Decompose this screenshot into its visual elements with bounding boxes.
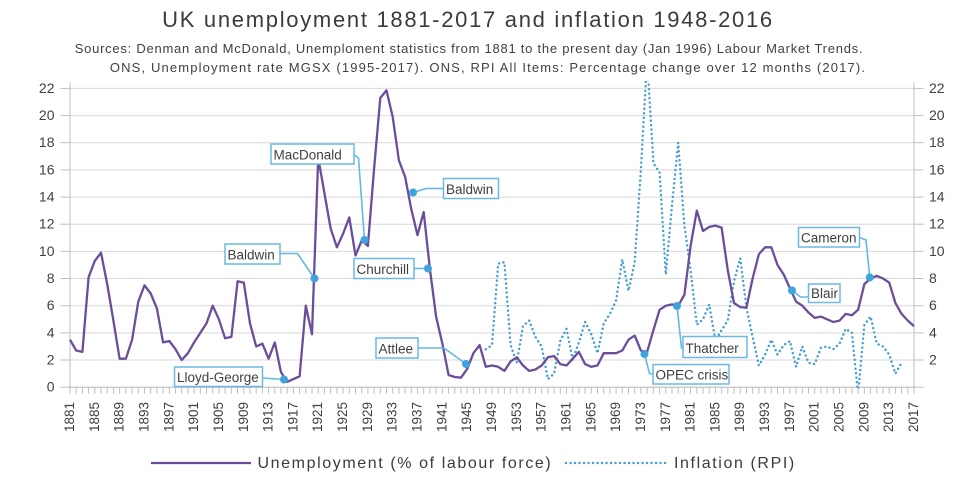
- svg-text:1957: 1957: [534, 402, 549, 432]
- svg-text:MacDonald: MacDonald: [274, 148, 342, 163]
- svg-text:2: 2: [929, 352, 937, 368]
- svg-text:1997: 1997: [782, 402, 797, 432]
- svg-text:1965: 1965: [583, 402, 598, 432]
- svg-text:8: 8: [929, 270, 937, 286]
- svg-text:Baldwin: Baldwin: [228, 248, 275, 263]
- svg-text:1941: 1941: [434, 402, 449, 432]
- svg-text:1953: 1953: [509, 402, 524, 432]
- svg-text:Attlee: Attlee: [379, 342, 414, 357]
- svg-text:1889: 1889: [112, 402, 127, 432]
- svg-text:14: 14: [929, 189, 945, 205]
- svg-text:0: 0: [47, 379, 55, 395]
- svg-text:2013: 2013: [881, 402, 896, 432]
- svg-text:1925: 1925: [335, 402, 350, 432]
- svg-text:1905: 1905: [211, 402, 226, 432]
- svg-text:2005: 2005: [832, 402, 847, 432]
- svg-text:2017: 2017: [906, 402, 921, 432]
- svg-text:1977: 1977: [658, 402, 673, 432]
- svg-text:20: 20: [39, 107, 55, 123]
- svg-text:1973: 1973: [633, 402, 648, 432]
- svg-text:1961: 1961: [559, 402, 574, 432]
- svg-text:1969: 1969: [608, 402, 623, 432]
- svg-text:2: 2: [47, 352, 55, 368]
- svg-text:10: 10: [929, 243, 945, 259]
- svg-text:OPEC crisis: OPEC crisis: [656, 368, 729, 383]
- svg-text:1909: 1909: [236, 402, 251, 432]
- svg-text:20: 20: [929, 107, 945, 123]
- svg-text:4: 4: [929, 324, 937, 340]
- svg-text:18: 18: [39, 134, 55, 150]
- svg-text:6: 6: [929, 297, 937, 313]
- svg-text:1937: 1937: [410, 402, 425, 432]
- svg-text:1897: 1897: [161, 402, 176, 432]
- svg-text:12: 12: [39, 216, 55, 232]
- svg-text:Blair: Blair: [811, 286, 839, 301]
- svg-text:Unemployment (% of labour forc: Unemployment (% of labour force): [258, 455, 553, 472]
- svg-text:16: 16: [929, 161, 945, 177]
- svg-text:Churchill: Churchill: [357, 262, 410, 277]
- svg-text:Inflation (RPI): Inflation (RPI): [674, 455, 796, 472]
- svg-text:4: 4: [47, 324, 55, 340]
- svg-text:22: 22: [929, 80, 945, 96]
- svg-text:Sources: Denman and McDonald,: Sources: Denman and McDonald, Unemplomen…: [75, 41, 864, 56]
- svg-text:2009: 2009: [856, 402, 871, 432]
- svg-text:10: 10: [39, 243, 55, 259]
- svg-text:1893: 1893: [137, 402, 152, 432]
- svg-text:1981: 1981: [683, 402, 698, 432]
- svg-text:1993: 1993: [757, 402, 772, 432]
- svg-text:1933: 1933: [385, 402, 400, 432]
- svg-text:Baldwin: Baldwin: [446, 182, 493, 197]
- svg-text:1985: 1985: [707, 402, 722, 432]
- svg-text:1881: 1881: [62, 402, 77, 432]
- svg-text:ONS, Unemployment rate MGSX (1: ONS, Unemployment rate MGSX (1995-2017).…: [110, 60, 866, 75]
- svg-text:1901: 1901: [186, 402, 201, 432]
- svg-text:1945: 1945: [459, 402, 474, 432]
- svg-text:1885: 1885: [87, 402, 102, 432]
- svg-text:18: 18: [929, 134, 945, 150]
- svg-text:1929: 1929: [360, 402, 375, 432]
- svg-text:1913: 1913: [261, 402, 276, 432]
- svg-text:UK unemployment 1881-2017 and: UK unemployment 1881-2017 and inflation …: [162, 7, 774, 32]
- svg-text:16: 16: [39, 161, 55, 177]
- svg-text:Cameron: Cameron: [801, 231, 857, 246]
- svg-text:22: 22: [39, 80, 55, 96]
- svg-text:Thatcher: Thatcher: [686, 341, 740, 356]
- svg-text:1949: 1949: [484, 402, 499, 432]
- svg-text:6: 6: [47, 297, 55, 313]
- svg-text:1921: 1921: [310, 402, 325, 432]
- svg-text:12: 12: [929, 216, 945, 232]
- svg-text:2001: 2001: [807, 402, 822, 432]
- svg-text:Lloyd-George: Lloyd-George: [177, 370, 259, 385]
- svg-text:14: 14: [39, 189, 55, 205]
- svg-text:1989: 1989: [732, 402, 747, 432]
- svg-text:8: 8: [47, 270, 55, 286]
- svg-text:1917: 1917: [285, 402, 300, 432]
